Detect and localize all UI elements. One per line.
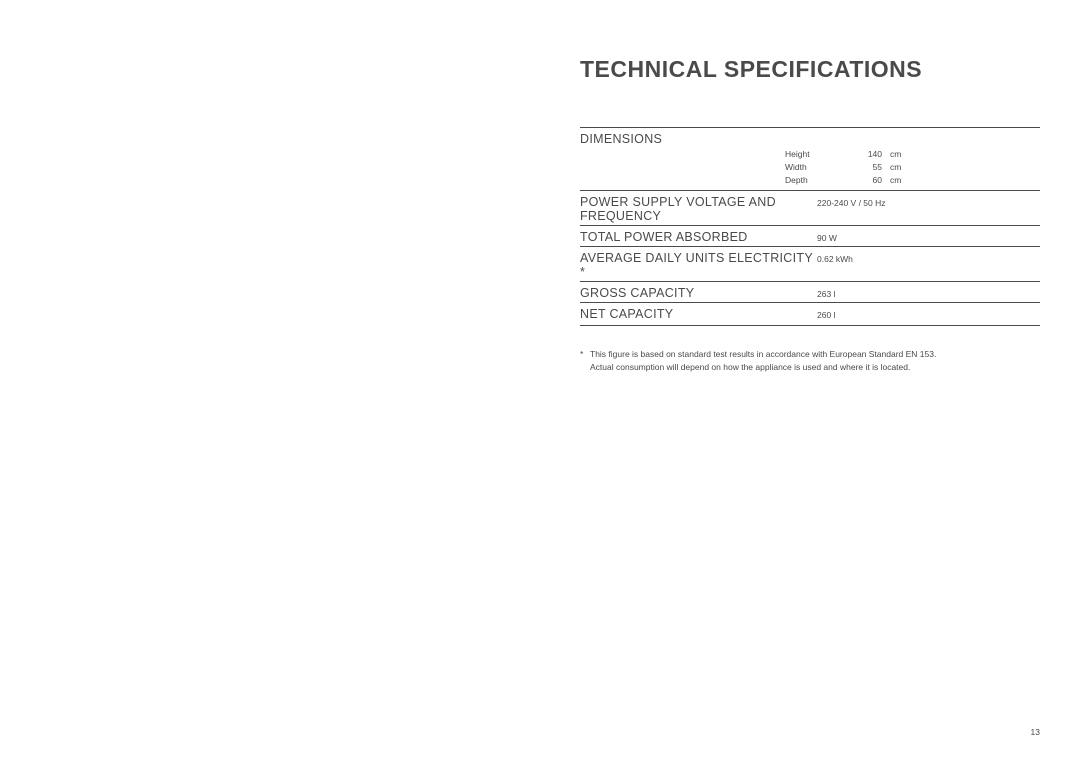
section-dimensions: DIMENSIONS Height 140 cm Width 55 cm Dep…	[580, 127, 1040, 190]
dim-value: 140	[860, 148, 890, 161]
dim-label: Depth	[785, 174, 860, 187]
table-row: Height 140 cm	[785, 148, 1040, 161]
dim-unit: cm	[890, 174, 915, 187]
spec-value: 0.62 kWh	[817, 254, 853, 264]
footnote-marker: *	[580, 348, 590, 361]
dim-value: 60	[860, 174, 890, 187]
section-total-power: TOTAL POWER ABSORBED 90 W	[580, 225, 1040, 246]
spec-value: 90 W	[817, 233, 837, 243]
section-power-supply: POWER SUPPLY VOLTAGE AND FREQUENCY 220-2…	[580, 190, 1040, 225]
table-row: Width 55 cm	[785, 161, 1040, 174]
page-title: TECHNICAL SPECIFICATIONS	[580, 56, 1040, 83]
section-net-capacity: NET CAPACITY 260 l	[580, 302, 1040, 326]
dim-unit: cm	[890, 148, 915, 161]
spec-value: 260 l	[817, 310, 835, 320]
footnote-line: This figure is based on standard test re…	[590, 348, 936, 361]
spec-label: TOTAL POWER ABSORBED	[580, 230, 817, 244]
footnote-line: Actual consumption will depend on how th…	[580, 361, 1040, 374]
dimensions-table: Height 140 cm Width 55 cm Depth 60 cm	[785, 148, 1040, 188]
dimensions-header: DIMENSIONS	[580, 132, 1040, 146]
dim-label: Width	[785, 161, 860, 174]
table-row: Depth 60 cm	[785, 174, 1040, 187]
dim-value: 55	[860, 161, 890, 174]
dim-unit: cm	[890, 161, 915, 174]
spec-label: NET CAPACITY	[580, 307, 817, 321]
section-daily-electricity: AVERAGE DAILY UNITS ELECTRICITY * 0.62 k…	[580, 246, 1040, 281]
spec-value: 263 l	[817, 289, 835, 299]
spec-label: AVERAGE DAILY UNITS ELECTRICITY *	[580, 251, 817, 279]
spec-value: 220-240 V / 50 Hz	[817, 198, 886, 208]
dim-label: Height	[785, 148, 860, 161]
page-number: 13	[1031, 727, 1040, 737]
section-gross-capacity: GROSS CAPACITY 263 l	[580, 281, 1040, 302]
spec-label: POWER SUPPLY VOLTAGE AND FREQUENCY	[580, 195, 817, 223]
footnote: * This figure is based on standard test …	[580, 348, 1040, 374]
spec-page: TECHNICAL SPECIFICATIONS DIMENSIONS Heig…	[580, 56, 1040, 374]
spec-label: GROSS CAPACITY	[580, 286, 817, 300]
